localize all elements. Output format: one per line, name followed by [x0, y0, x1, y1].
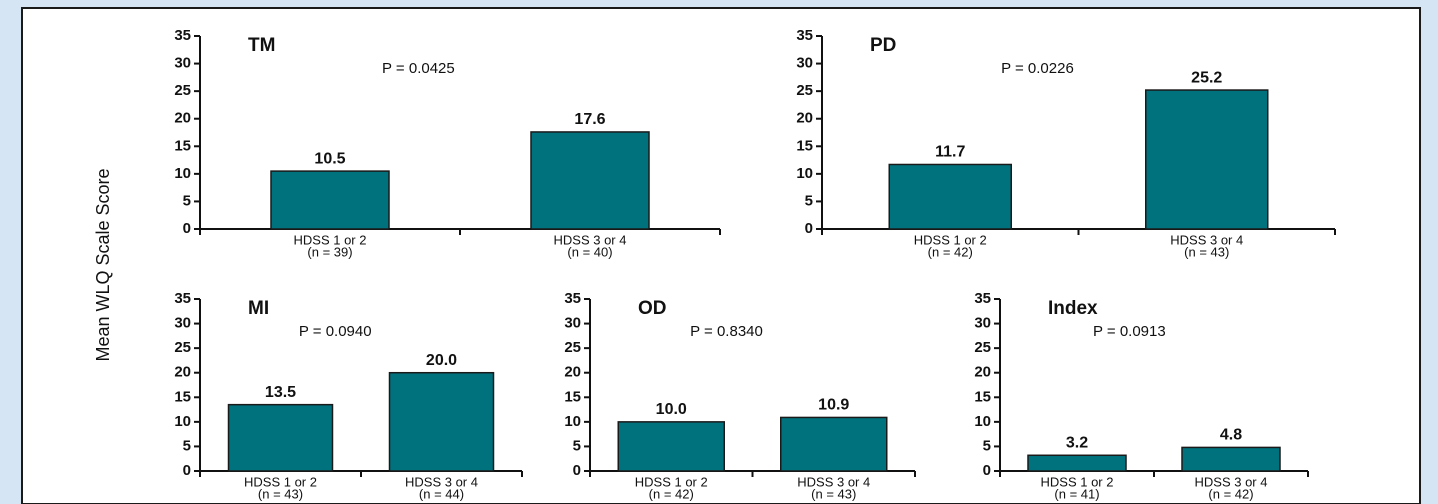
x-tick-label: HDSS 1 or 2	[294, 232, 367, 247]
bar	[270, 170, 390, 230]
x-tick-label: HDSS 1 or 2	[635, 474, 708, 489]
y-tick-label: 25	[564, 339, 581, 356]
p-value: P = 0.8340	[690, 323, 763, 340]
y-tick-label: 20	[174, 364, 191, 381]
y-tick-label: 35	[564, 290, 581, 307]
y-axis-label: Mean WLQ Scale Score	[93, 168, 113, 361]
bar	[530, 131, 650, 230]
y-tick-label: 10	[796, 165, 813, 182]
n-label: (n = 44)	[419, 486, 464, 501]
x-tick-label: HDSS 3 or 4	[1170, 232, 1243, 247]
y-tick-label: 35	[796, 27, 813, 44]
y-tick-label: 30	[174, 315, 191, 332]
y-tick-label: 20	[796, 110, 813, 127]
y-tick-label: 10	[974, 413, 991, 430]
p-value: P = 0.0226	[1001, 60, 1074, 77]
value-label: 3.2	[1066, 434, 1088, 451]
panel-title: TM	[248, 35, 275, 56]
y-tick-label: 20	[974, 364, 991, 381]
x-tick-label: HDSS 3 or 4	[1195, 474, 1268, 489]
panel-title: Index	[1048, 298, 1098, 319]
y-tick-label: 15	[174, 388, 191, 405]
y-tick-label: 30	[796, 55, 813, 72]
y-tick-label: 35	[174, 27, 191, 44]
bar	[780, 416, 888, 472]
p-value: P = 0.0940	[299, 323, 372, 340]
x-tick-label: HDSS 1 or 2	[914, 232, 987, 247]
value-label: 11.7	[935, 144, 965, 161]
bar	[888, 163, 1012, 230]
y-tick-label: 5	[573, 437, 581, 454]
value-label: 13.5	[265, 384, 296, 401]
y-tick-label: 0	[983, 462, 991, 479]
bar	[227, 403, 334, 472]
y-tick-label: 30	[974, 315, 991, 332]
y-tick-label: 25	[974, 339, 991, 356]
y-tick-label: 5	[183, 437, 191, 454]
y-tick-label: 0	[805, 220, 813, 237]
bar	[1027, 454, 1127, 472]
value-label: 10.0	[656, 401, 687, 418]
y-tick-label: 25	[174, 82, 191, 99]
bar	[1181, 446, 1281, 472]
value-label: 10.9	[818, 397, 849, 414]
panel-title: MI	[248, 298, 269, 319]
y-tick-label: 10	[174, 413, 191, 430]
n-label: (n = 41)	[1054, 486, 1099, 501]
y-tick-label: 0	[183, 220, 191, 237]
y-tick-label: 10	[564, 413, 581, 430]
y-tick-label: 30	[564, 315, 581, 332]
n-label: (n = 40)	[567, 244, 612, 259]
bar	[388, 371, 495, 472]
value-label: 10.5	[314, 150, 345, 167]
y-tick-label: 20	[564, 364, 581, 381]
n-label: (n = 42)	[649, 486, 694, 501]
y-tick-label: 35	[174, 290, 191, 307]
y-tick-label: 10	[174, 165, 191, 182]
n-label: (n = 43)	[258, 486, 303, 501]
n-label: (n = 42)	[1208, 486, 1253, 501]
x-tick-label: HDSS 3 or 4	[554, 232, 627, 247]
bar	[1145, 89, 1269, 230]
bar	[617, 421, 725, 472]
y-tick-label: 15	[974, 388, 991, 405]
value-label: 25.2	[1191, 69, 1222, 86]
y-tick-label: 20	[174, 110, 191, 127]
x-tick-label: HDSS 3 or 4	[405, 474, 478, 489]
y-tick-label: 5	[183, 192, 191, 209]
y-tick-label: 15	[564, 388, 581, 405]
y-tick-label: 15	[174, 137, 191, 154]
value-label: 4.8	[1220, 427, 1242, 444]
x-tick-label: HDSS 1 or 2	[244, 474, 317, 489]
y-tick-label: 0	[573, 462, 581, 479]
n-label: (n = 39)	[307, 244, 352, 259]
y-tick-label: 25	[174, 339, 191, 356]
y-tick-label: 30	[174, 55, 191, 72]
y-tick-label: 15	[796, 137, 813, 154]
y-tick-label: 5	[805, 192, 813, 209]
p-value: P = 0.0425	[382, 60, 455, 77]
value-label: 20.0	[426, 352, 457, 369]
n-label: (n = 42)	[928, 244, 973, 259]
y-tick-label: 25	[796, 82, 813, 99]
n-label: (n = 43)	[1184, 244, 1229, 259]
panel-title: PD	[870, 35, 896, 56]
p-value: P = 0.0913	[1093, 323, 1166, 340]
value-label: 17.6	[574, 111, 605, 128]
n-label: (n = 43)	[811, 486, 856, 501]
y-tick-label: 0	[183, 462, 191, 479]
y-tick-label: 5	[983, 437, 991, 454]
x-tick-label: HDSS 3 or 4	[797, 474, 870, 489]
x-tick-label: HDSS 1 or 2	[1041, 474, 1114, 489]
panel-title: OD	[638, 298, 667, 319]
y-tick-label: 35	[974, 290, 991, 307]
